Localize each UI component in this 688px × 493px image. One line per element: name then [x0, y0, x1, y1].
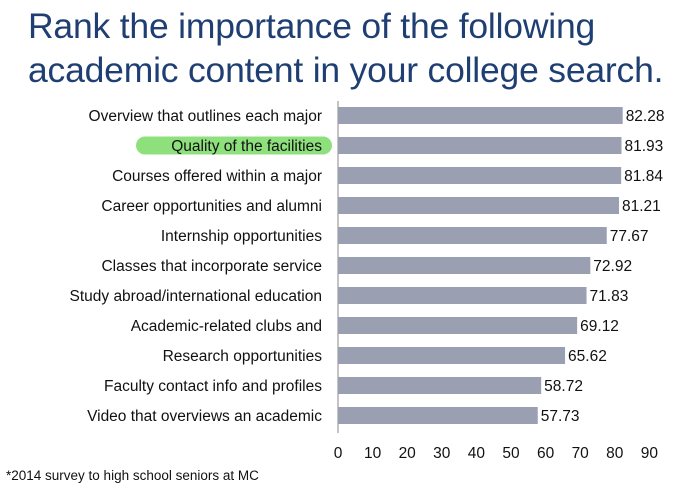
bar	[338, 317, 578, 334]
bar	[338, 257, 591, 274]
category-highlight	[136, 136, 332, 155]
data-label: 72.92	[593, 258, 632, 275]
data-label: 69.12	[580, 318, 619, 335]
x-tick-label: 70	[572, 445, 590, 462]
category-label: Classes that incorporate service	[101, 258, 322, 275]
x-tick-label: 10	[364, 445, 382, 462]
category-label: Quality of the facilities	[171, 138, 322, 155]
chart-title-line-1: Rank the importance of the following	[28, 6, 596, 46]
category-label: Study abroad/international education	[70, 288, 323, 305]
x-tick-label: 40	[468, 445, 486, 462]
bar	[338, 227, 607, 244]
chart-title: Rank the importance of the following aca…	[28, 4, 678, 92]
data-label: 81.84	[624, 168, 663, 185]
x-tick-label: 0	[334, 445, 343, 462]
data-label: 77.67	[610, 228, 649, 245]
chart-title-line-2: academic content in your college search.	[28, 50, 664, 90]
category-label: Faculty contact info and profiles	[104, 378, 322, 395]
x-tick-label: 80	[606, 445, 624, 462]
category-label: Academic-related clubs and	[131, 318, 322, 335]
bar	[338, 407, 538, 424]
x-tick-label: 30	[433, 445, 451, 462]
category-label: Internship opportunities	[161, 228, 322, 245]
category-label: Research opportunities	[163, 348, 323, 365]
data-label: 58.72	[544, 378, 583, 395]
footnote: *2014 survey to high school seniors at M…	[6, 468, 259, 483]
data-label: 81.93	[624, 138, 663, 155]
bar	[338, 167, 622, 184]
bar	[338, 197, 619, 214]
data-label: 65.62	[568, 348, 607, 365]
data-label: 57.73	[541, 408, 580, 425]
x-tick-label: 50	[502, 445, 520, 462]
category-label: Career opportunities and alumni	[101, 198, 322, 215]
bar	[338, 347, 566, 364]
category-label: Video that overviews an academic	[87, 408, 322, 425]
category-label: Courses offered within a major	[112, 168, 322, 185]
x-tick-label: 20	[399, 445, 417, 462]
bar	[338, 137, 622, 154]
category-label: Overview that outlines each major	[89, 108, 322, 125]
bar	[338, 377, 542, 394]
data-label: 81.21	[622, 198, 661, 215]
bar	[338, 107, 623, 124]
data-label: 82.28	[626, 108, 665, 125]
x-tick-label: 90	[641, 445, 659, 462]
bar	[338, 287, 587, 304]
x-tick-label: 60	[537, 445, 555, 462]
data-label: 71.83	[590, 288, 629, 305]
